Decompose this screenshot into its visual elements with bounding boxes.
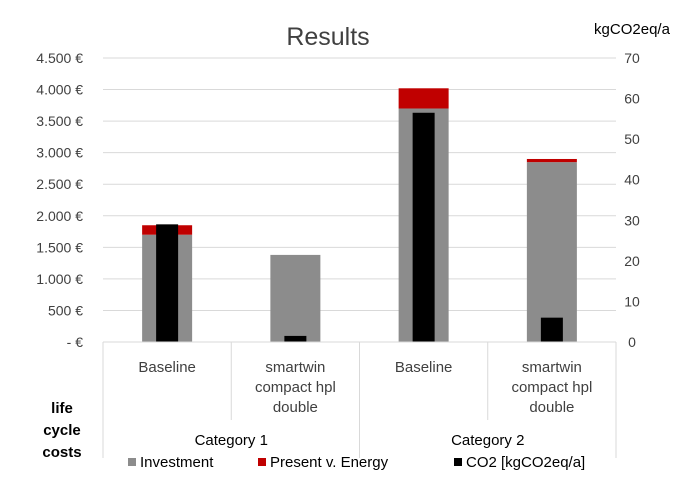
bar-co2 xyxy=(412,112,435,343)
legend-swatch xyxy=(454,458,462,466)
category-label: smartwin xyxy=(265,359,325,376)
bar-co2 xyxy=(540,317,563,342)
bar-investment xyxy=(526,162,577,342)
left-axis-tick-label: 1.000 € xyxy=(36,271,83,287)
right-axis-tick-label: 20 xyxy=(624,253,640,269)
legend-entry-label: CO2 [kgCO2eq/a] xyxy=(466,454,585,471)
right-axis-tick-label: 30 xyxy=(624,212,640,228)
left-axis-tick-label: 1.500 € xyxy=(36,239,83,255)
legend-swatch xyxy=(258,458,266,466)
group-label: Category 2 xyxy=(451,432,524,449)
left-axis-tick-label: 4.000 € xyxy=(36,82,83,98)
left-axis-tick-label: 3.500 € xyxy=(36,113,83,129)
category-label: double xyxy=(273,399,318,416)
group-label: Category 1 xyxy=(195,432,268,449)
right-axis-tick-label: 40 xyxy=(624,172,640,188)
x-axis-title: cycle xyxy=(43,422,81,439)
left-axis-tick-label: 4.500 € xyxy=(36,50,83,66)
x-axis-title: costs xyxy=(42,444,81,461)
legend-entry-label: Present v. Energy xyxy=(270,454,389,471)
category-label: Baseline xyxy=(138,359,196,376)
left-axis-tick-label: 2.500 € xyxy=(36,176,83,192)
axes: - € 500 € 1.000 € 1.500 € 2.000 € 2.500 € 3.00… xyxy=(36,50,640,461)
bar-co2 xyxy=(284,335,307,342)
category-label: smartwin xyxy=(522,359,582,376)
legend: Investment Present v. Energy CO2 [kgCO2eq/… xyxy=(128,454,585,471)
bar-co2 xyxy=(156,224,179,342)
category-label: compact hpl xyxy=(511,379,592,396)
category-label: double xyxy=(529,399,574,416)
chart-title: Results xyxy=(286,23,369,51)
right-axis-tick-label: 60 xyxy=(624,91,640,107)
x-axis-title: life xyxy=(51,400,73,417)
left-axis-tick-label: 500 € xyxy=(48,302,83,318)
bars xyxy=(142,88,577,343)
right-axis-unit-label: kgCO2eq/a xyxy=(594,21,671,38)
left-axis-tick-label: 2.000 € xyxy=(36,208,83,224)
category-label: compact hpl xyxy=(255,379,336,396)
bar-present-v-energy xyxy=(526,158,577,163)
left-axis-tick-label: 3.000 € xyxy=(36,145,83,161)
left-axis-tick-label: - € xyxy=(67,334,84,350)
legend-swatch xyxy=(128,458,136,466)
right-axis-tick-label: 50 xyxy=(624,131,640,147)
right-axis-tick-label: 70 xyxy=(624,50,640,66)
bar-investment xyxy=(270,254,321,342)
bar-present-v-energy xyxy=(398,88,449,109)
legend-entry-label: Investment xyxy=(140,454,214,471)
right-axis-tick-label: 0 xyxy=(628,334,636,350)
category-label: Baseline xyxy=(395,359,453,376)
right-axis-tick-label: 10 xyxy=(624,293,640,309)
